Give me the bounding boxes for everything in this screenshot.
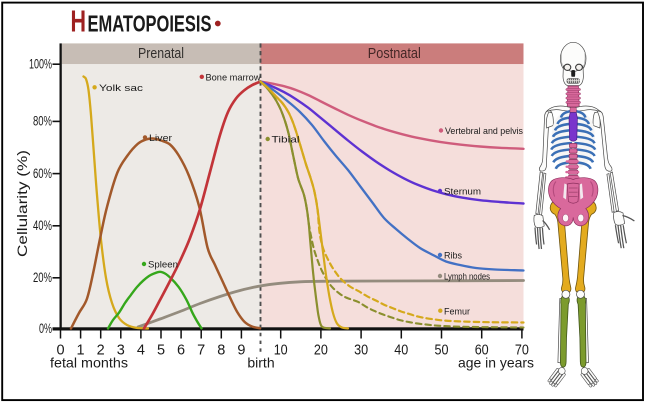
svg-text:40%: 40%: [33, 218, 52, 233]
svg-text:Yolk sac: Yolk sac: [99, 83, 143, 94]
svg-text:20: 20: [314, 343, 328, 359]
svg-text:9: 9: [237, 343, 245, 359]
svg-text:Bone marrow: Bone marrow: [206, 72, 261, 83]
svg-text:Tibial: Tibial: [272, 135, 300, 146]
svg-text:20%: 20%: [33, 270, 52, 285]
svg-text:0%: 0%: [39, 321, 52, 336]
svg-text:2: 2: [97, 343, 105, 359]
svg-text:8: 8: [217, 343, 225, 359]
svg-text:Femur: Femur: [444, 306, 470, 317]
svg-text:50: 50: [435, 343, 449, 359]
svg-text:Sternum: Sternum: [444, 187, 481, 198]
svg-text:EMATOPOIESIS: EMATOPOIESIS: [88, 11, 212, 37]
svg-text:1: 1: [77, 343, 85, 359]
svg-text:60: 60: [475, 343, 489, 359]
svg-text:Vertebral and pelvis: Vertebral and pelvis: [445, 126, 523, 137]
svg-text:birth: birth: [247, 355, 274, 371]
svg-text:7: 7: [197, 343, 205, 359]
svg-text:Spleen: Spleen: [148, 260, 178, 271]
svg-text:H: H: [71, 4, 87, 39]
svg-text:70: 70: [515, 343, 529, 359]
svg-text:Ribs: Ribs: [444, 251, 462, 262]
svg-text:age in years: age in years: [458, 355, 534, 371]
svg-text:30: 30: [354, 343, 368, 359]
svg-text:fetal months: fetal months: [50, 355, 128, 371]
svg-text:4: 4: [137, 343, 145, 359]
svg-text:100%: 100%: [29, 57, 52, 72]
svg-text:0: 0: [56, 343, 64, 359]
svg-text:10: 10: [274, 343, 288, 359]
svg-text:Prenatal: Prenatal: [138, 45, 184, 62]
svg-text:5: 5: [157, 343, 165, 359]
svg-text:Liver: Liver: [149, 133, 172, 144]
svg-text:40: 40: [394, 343, 408, 359]
svg-text:6: 6: [177, 343, 185, 359]
svg-text:60%: 60%: [33, 166, 52, 181]
svg-text:3: 3: [117, 343, 125, 359]
svg-text:Cellularity (%): Cellularity (%): [14, 150, 30, 257]
svg-text:Postnatal: Postnatal: [368, 45, 421, 62]
svg-text:Lymph nodes: Lymph nodes: [444, 272, 490, 283]
svg-text:80%: 80%: [33, 114, 52, 129]
